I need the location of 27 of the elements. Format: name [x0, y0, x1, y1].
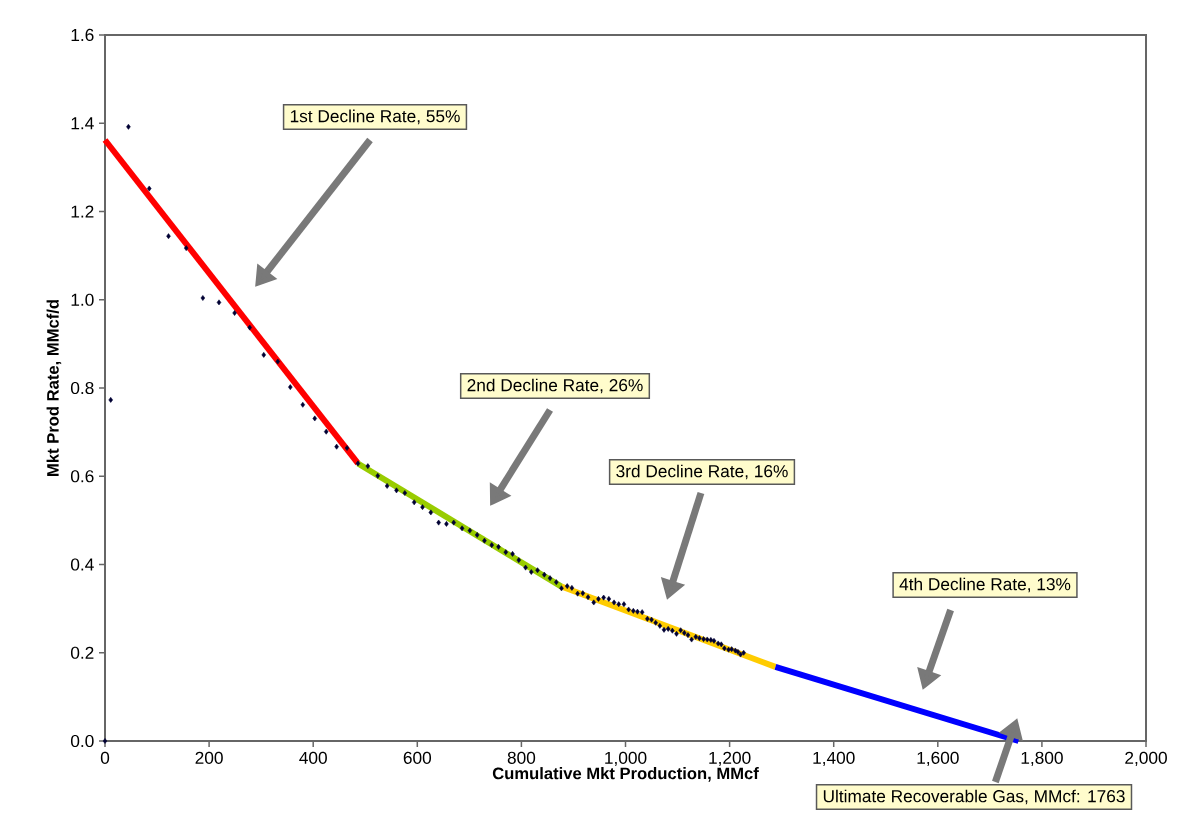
y-tick-label: 1.6 [71, 28, 94, 42]
x-tick-label: 0 [100, 751, 110, 764]
x-tick-label: 200 [195, 751, 223, 764]
y-tick-label: 1.0 [71, 293, 94, 306]
x-tick-label: 600 [403, 751, 432, 764]
y-tick-label: 0.6 [70, 470, 94, 483]
x-tick-label: 1,800 [1021, 751, 1063, 766]
y-tick-label: 1.2 [71, 205, 94, 218]
x-tick-label: 1,000 [605, 751, 647, 766]
annotation: 3rd Decline Rate, 16% [616, 464, 788, 480]
y-tick-label: 0.2 [70, 646, 94, 659]
x-tick-label: 1,200 [709, 751, 751, 766]
text: Ultimate Recoverable Gas, MMcf: 1763 [823, 789, 1125, 805]
y-axis-title: Mkt Prod Rate, MMcf/d [46, 300, 62, 476]
x-tick-label: 400 [299, 751, 327, 764]
annotation: 1st Decline Rate, 55% [290, 109, 460, 125]
y-tick-label: 0.4 [70, 558, 94, 571]
x-tick-label: 1,600 [917, 751, 959, 766]
annotation: 2nd Decline Rate, 26% [467, 378, 643, 394]
x-tick-label: 800 [507, 751, 536, 764]
x-axis-title: Cumulative Mkt Production, MMcf [492, 767, 759, 782]
x-tick-label: 1,400 [813, 751, 855, 766]
y-tick-label: 0.8 [70, 381, 94, 395]
annotation: 4th Decline Rate, 13% [899, 577, 1071, 593]
y-tick-label: 1.4 [71, 117, 94, 130]
x-tick-label: 2,000 [1125, 751, 1167, 766]
y-tick-label: 0.0 [70, 734, 94, 748]
